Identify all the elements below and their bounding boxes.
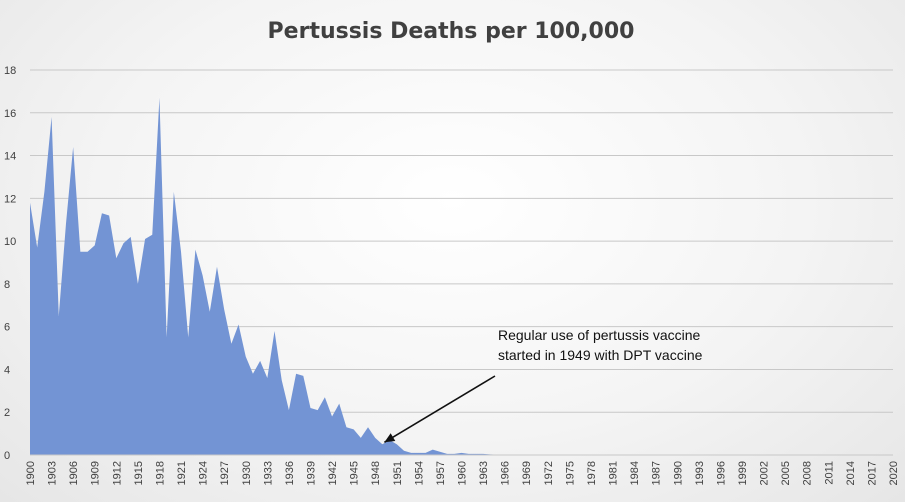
x-tick-label: 2002 bbox=[759, 461, 771, 485]
x-tick-label: 2020 bbox=[888, 461, 900, 485]
y-tick-label: 18 bbox=[4, 65, 16, 77]
y-tick-label: 16 bbox=[4, 108, 16, 120]
y-tick-label: 14 bbox=[4, 151, 16, 163]
x-tick-label: 1969 bbox=[521, 461, 533, 485]
y-tick-label: 10 bbox=[4, 236, 16, 248]
x-tick-label: 1924 bbox=[198, 461, 210, 485]
vaccine-annotation: Regular use of pertussis vaccine started… bbox=[383, 327, 703, 443]
x-tick-label: 2014 bbox=[845, 461, 857, 485]
x-tick-label: 1942 bbox=[327, 461, 339, 485]
x-tick-label: 1999 bbox=[737, 461, 749, 485]
x-tick-label: 1975 bbox=[564, 461, 576, 485]
y-tick-label: 12 bbox=[4, 193, 16, 205]
x-tick-label: 1972 bbox=[543, 461, 555, 485]
x-tick-label: 2017 bbox=[866, 461, 878, 485]
x-tick-label: 1930 bbox=[241, 461, 253, 485]
x-tick-label: 1966 bbox=[500, 461, 512, 485]
x-tick-label: 1993 bbox=[694, 461, 706, 485]
x-tick-label: 1900 bbox=[25, 461, 37, 485]
x-tick-label: 1996 bbox=[715, 461, 727, 485]
x-tick-label: 2011 bbox=[823, 461, 835, 485]
x-tick-label: 1918 bbox=[154, 461, 166, 485]
x-tick-label: 1909 bbox=[90, 461, 102, 485]
x-tick-label: 1939 bbox=[305, 461, 317, 485]
x-tick-label: 1921 bbox=[176, 461, 188, 485]
x-tick-label: 1915 bbox=[133, 461, 145, 485]
x-tick-label: 1936 bbox=[284, 461, 296, 485]
annotation-arrowhead bbox=[384, 433, 396, 443]
x-tick-label: 2005 bbox=[780, 461, 792, 485]
annotation-line-2: started in 1949 with DPT vaccine bbox=[498, 347, 703, 363]
x-tick-label: 1978 bbox=[586, 461, 598, 485]
y-axis-ticks: 0 2 4 6 8 10 12 14 16 18 bbox=[4, 65, 16, 462]
y-tick-label: 8 bbox=[4, 279, 10, 291]
y-tick-label: 6 bbox=[4, 322, 10, 334]
x-tick-label: 1951 bbox=[392, 461, 404, 485]
x-tick-label: 1954 bbox=[413, 461, 425, 485]
x-axis-ticks: 1900 1903 1906 1909 1912 1915 1918 1921 1924 1927… bbox=[25, 461, 900, 485]
x-tick-label: 1987 bbox=[651, 461, 663, 485]
annotation-arrow bbox=[383, 375, 496, 443]
x-tick-label: 1912 bbox=[111, 461, 123, 485]
x-tick-label: 1990 bbox=[672, 461, 684, 485]
x-tick-label: 1960 bbox=[457, 461, 469, 485]
x-tick-label: 1957 bbox=[435, 461, 447, 485]
chart-title: Pertussis Deaths per 100,000 bbox=[268, 19, 635, 44]
x-tick-label: 1927 bbox=[219, 461, 231, 485]
deaths-area-series bbox=[30, 97, 893, 455]
x-tick-label: 1903 bbox=[47, 461, 59, 485]
x-tick-label: 1906 bbox=[68, 461, 80, 485]
y-tick-label: 0 bbox=[4, 450, 10, 462]
x-tick-label: 1984 bbox=[629, 461, 641, 485]
x-tick-label: 1948 bbox=[370, 461, 382, 485]
x-tick-label: 2008 bbox=[802, 461, 814, 485]
y-tick-label: 2 bbox=[4, 407, 10, 419]
y-tick-label: 4 bbox=[4, 364, 10, 376]
x-tick-label: 1981 bbox=[608, 461, 620, 485]
x-tick-label: 1933 bbox=[262, 461, 274, 485]
x-tick-label: 1963 bbox=[478, 461, 490, 485]
x-tick-label: 1945 bbox=[349, 461, 361, 485]
annotation-line-1: Regular use of pertussis vaccine bbox=[498, 327, 701, 343]
